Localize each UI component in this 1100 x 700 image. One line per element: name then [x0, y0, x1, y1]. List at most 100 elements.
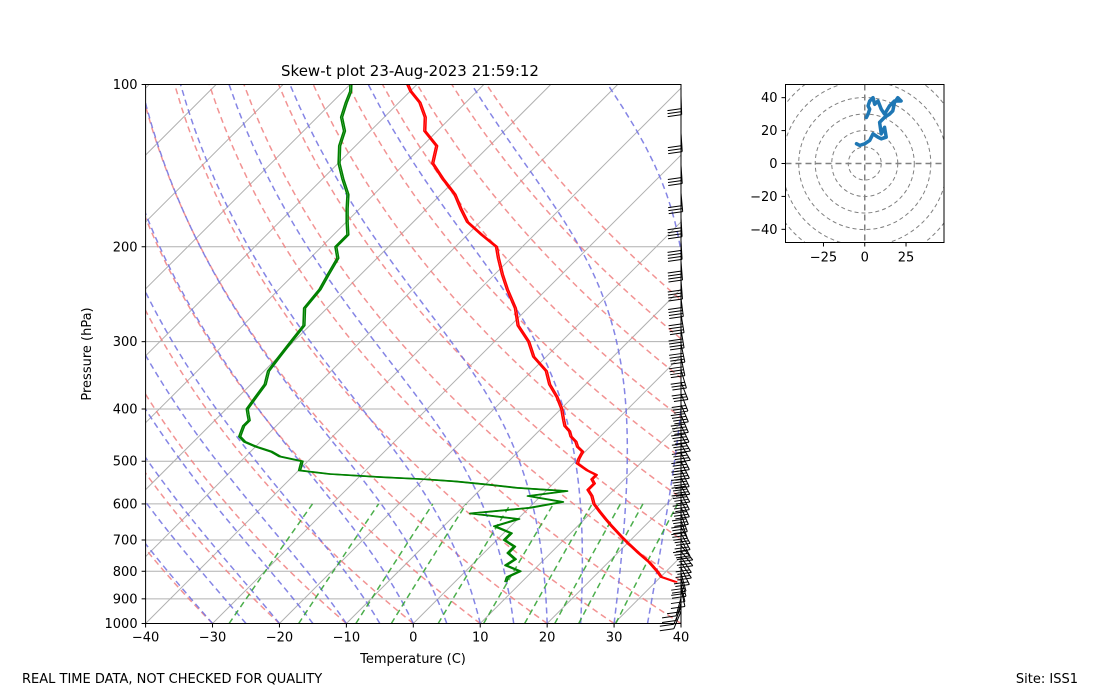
mixing-ratio-line [298, 503, 380, 624]
dry-adiabat [381, 84, 682, 419]
wind-barb-flag [667, 249, 682, 253]
wind-barb-staff [675, 602, 682, 621]
dry-adiabat [451, 84, 682, 340]
wind-barb-flag [672, 528, 687, 532]
wind-barb-flag [659, 623, 674, 627]
wind-barb-flag [675, 477, 690, 481]
wind-barb-flag [671, 426, 687, 430]
mixing-ratio-line [482, 503, 555, 624]
wind-barb-flag [668, 151, 683, 155]
chart-title: Skew-t plot 23-Aug-2023 21:59:12 [281, 62, 539, 80]
wind-barb-flag [670, 332, 685, 336]
temperature-trace [407, 84, 678, 583]
moist-adiabat [179, 84, 481, 624]
wind-barb-flag [670, 606, 685, 610]
sounding-traces [238, 84, 678, 583]
wind-barb-flag [671, 405, 686, 408]
wind-barb-flag [673, 418, 688, 422]
wind-barb-flag [673, 531, 688, 535]
x-tick-label: 20 [539, 631, 556, 646]
wind-barb-flag [673, 521, 688, 525]
y-tick-label: 400 [113, 403, 138, 418]
wind-barb-flag [671, 415, 687, 419]
isotherm-line [546, 488, 682, 624]
wind-barb-flag [675, 509, 690, 513]
quality-disclaimer: REAL TIME DATA, NOT CHECKED FOR QUALITY [22, 672, 323, 687]
wind-barb-flag [671, 433, 686, 437]
wind-barb-flag [671, 493, 686, 497]
isotherm-line [212, 154, 682, 624]
wind-barb-flag [667, 111, 682, 115]
moist-adiabat [145, 542, 214, 624]
x-tick-label: 30 [606, 631, 623, 646]
isotherm-line [145, 87, 682, 624]
wind-barb-flag [675, 555, 691, 559]
hodograph-ring [814, 113, 915, 214]
wind-barb-flag [662, 615, 677, 619]
wind-barb-flag [675, 486, 690, 490]
wind-barb-flag [673, 429, 688, 433]
wind-barb-flag [668, 295, 683, 299]
moist-adiabat [470, 84, 629, 624]
dry-adiabat [173, 84, 615, 624]
wind-barb-staff [680, 583, 686, 602]
wind-barb-flag [675, 584, 690, 588]
moist-adiabat-lines [145, 84, 682, 624]
wind-barb-flag [672, 534, 687, 538]
y-tick-label: 900 [113, 592, 138, 607]
isotherm-line [0, 85, 15, 624]
moist-adiabat [145, 500, 247, 624]
wind-barb-flag [671, 384, 686, 388]
wind-barb-flag [671, 485, 686, 489]
mixing-ratio-lines [228, 503, 679, 624]
wind-barb-flag [670, 358, 685, 362]
wind-barb-flag [672, 396, 687, 400]
wind-barb-flag [671, 442, 686, 446]
dry-adiabat [416, 84, 682, 379]
wind-barb-flag [670, 381, 685, 385]
wind-barb-flag [668, 309, 683, 313]
isotherm-line [479, 422, 682, 624]
dry-adiabat [145, 471, 280, 624]
y-tick-label: 300 [113, 335, 138, 350]
wind-barb-flag [675, 569, 690, 573]
hodograph-plot: −25 0 25 −40 −20 0 20 40 [750, 84, 945, 266]
wind-barb-flag [668, 298, 683, 302]
wind-barb-flag [674, 457, 689, 461]
dry-adiabat-lines [145, 84, 682, 624]
dry-adiabat [145, 547, 214, 624]
hodograph-x-tick-label: 25 [898, 251, 915, 266]
wind-barb-flag [667, 270, 682, 274]
wind-barb-flag [670, 372, 685, 376]
y-tick-label: 600 [113, 497, 138, 512]
wind-barb-flag [672, 436, 687, 440]
wind-barb-flag [668, 183, 683, 187]
wind-barb-flag [674, 540, 689, 544]
mixing-ratio-line [437, 503, 512, 624]
isotherm-line [145, 84, 418, 357]
hodograph-line [854, 95, 903, 148]
wind-barb-flag [668, 208, 683, 212]
wind-barbs [659, 95, 694, 632]
moist-adiabat [680, 620, 682, 624]
wind-barb-flag [673, 537, 688, 541]
isotherm-line [145, 84, 284, 223]
wind-barb-flag [666, 611, 682, 615]
wind-barb-flag [677, 571, 692, 575]
wind-barb-flag [672, 463, 687, 467]
isotherm-line [346, 288, 682, 624]
wind-barb-flag [667, 148, 683, 152]
hodograph-y-tick-label: 20 [761, 124, 778, 139]
x-axis-label: Temperature (C) [359, 652, 466, 667]
wind-barb-flag [674, 546, 689, 550]
hodograph-x-ticks: −25 0 25 [810, 242, 915, 266]
dry-adiabat [145, 215, 481, 624]
hodograph-y-tick-label: −20 [750, 190, 777, 205]
wind-barb-flag [675, 469, 690, 473]
wind-barb-flag [671, 532, 686, 536]
x-tick-label: 10 [472, 631, 489, 646]
moist-adiabat [145, 407, 314, 624]
wind-barb-flag [672, 503, 687, 507]
dry-adiabat [145, 103, 548, 624]
hodograph-rings [785, 84, 944, 243]
